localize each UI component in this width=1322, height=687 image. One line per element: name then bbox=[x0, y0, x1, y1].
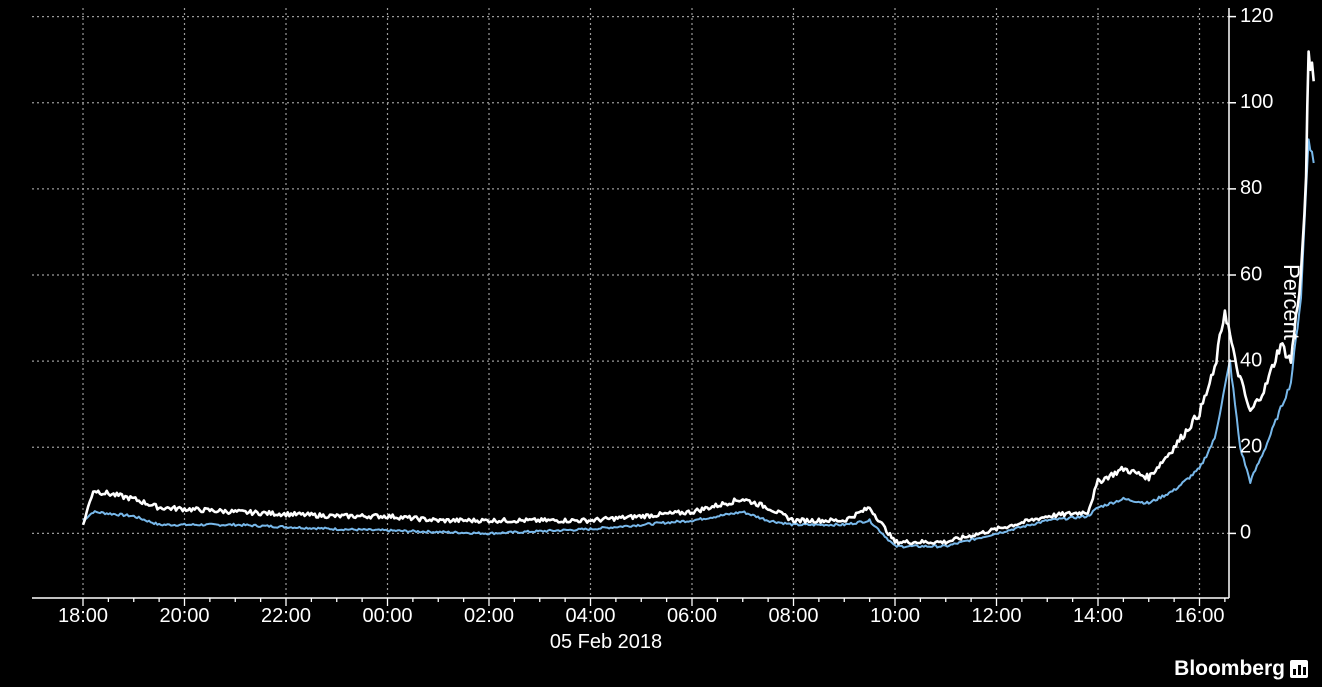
y-tick-label: 120 bbox=[1240, 5, 1273, 27]
y-tick-label: 60 bbox=[1240, 263, 1262, 285]
x-tick-label: 22:00 bbox=[261, 605, 311, 627]
y-tick-label: 0 bbox=[1240, 522, 1251, 544]
y-tick-label: 80 bbox=[1240, 177, 1262, 199]
series-line bbox=[81, 50, 1315, 546]
x-tick-label: 12:00 bbox=[971, 605, 1021, 627]
chart-icon bbox=[1290, 660, 1308, 678]
x-tick-label: 02:00 bbox=[464, 605, 514, 627]
x-tick-label: 20:00 bbox=[159, 605, 209, 627]
x-tick-label: 08:00 bbox=[768, 605, 818, 627]
x-tick-label: 10:00 bbox=[870, 605, 920, 627]
chart-axes: 0 20 40 60 80 100 120 18:00 20:00 22:00 00:00 02:00… bbox=[32, 5, 1273, 627]
x-tick-label: 04:00 bbox=[565, 605, 615, 627]
y-tick-label: 20 bbox=[1240, 436, 1262, 458]
series-line bbox=[82, 138, 1315, 549]
x-tick-label: 00:00 bbox=[362, 605, 412, 627]
x-tick-label: 16:00 bbox=[1174, 605, 1224, 627]
brand-name: Bloomberg bbox=[1174, 657, 1285, 680]
y-tick-label: 40 bbox=[1240, 349, 1262, 371]
date-label: 05 Feb 2018 bbox=[550, 631, 662, 653]
x-tick-label: 14:00 bbox=[1073, 605, 1123, 627]
x-tick-label: 06:00 bbox=[667, 605, 717, 627]
chart-grid bbox=[32, 8, 1229, 598]
bloomberg-logo: Bloomberg bbox=[1174, 657, 1308, 681]
chart-series bbox=[81, 50, 1315, 549]
y-axis-title: Percent bbox=[1279, 264, 1304, 340]
y-tick-label: 100 bbox=[1240, 91, 1273, 113]
x-tick-label: 18:00 bbox=[58, 605, 108, 627]
